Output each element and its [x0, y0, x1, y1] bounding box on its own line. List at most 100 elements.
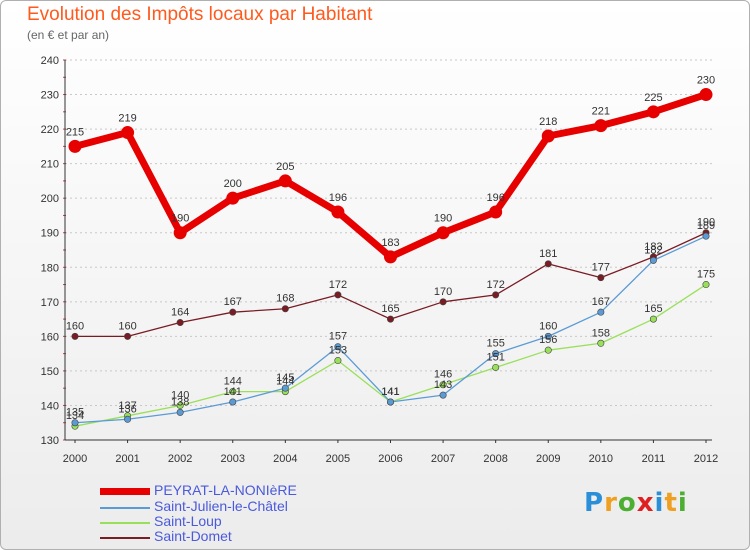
x-tick-label: 2001	[115, 453, 139, 465]
data-point	[176, 408, 184, 416]
y-tick-label: 240	[41, 55, 59, 67]
data-point	[439, 391, 447, 399]
data-point	[331, 205, 345, 219]
grid-lines	[65, 59, 712, 441]
data-label: 172	[486, 279, 504, 291]
data-label: 170	[434, 286, 452, 298]
data-point	[544, 260, 552, 268]
data-point	[71, 419, 79, 427]
logo-letter: r	[604, 488, 618, 518]
x-tick-label: 2010	[589, 453, 613, 465]
data-point	[281, 384, 289, 392]
logo-letter: P	[584, 488, 605, 518]
data-point	[334, 343, 342, 351]
logo-letter: x	[636, 488, 655, 518]
data-label: 160	[66, 320, 84, 332]
data-label: 144	[224, 376, 242, 388]
data-point	[544, 346, 552, 354]
x-tick-label: 2012	[694, 453, 718, 465]
data-label: 144	[276, 376, 294, 388]
y-tick-label: 160	[41, 331, 59, 343]
data-label: 190	[171, 213, 189, 225]
data-label: 136	[118, 403, 136, 415]
data-point	[436, 226, 450, 240]
data-point	[334, 357, 342, 365]
data-point	[646, 105, 660, 119]
data-label: 167	[592, 296, 610, 308]
data-label: 165	[644, 303, 662, 315]
data-label: 196	[486, 192, 504, 204]
data-point	[229, 388, 237, 396]
data-point	[124, 415, 132, 423]
data-label: 175	[697, 269, 715, 281]
legend-label: Saint-Domet	[154, 528, 232, 544]
chart-subtitle: (en € et par an)	[27, 28, 110, 42]
x-tick-label: 2002	[168, 453, 192, 465]
data-point	[649, 256, 657, 264]
data-label: 156	[539, 334, 557, 346]
data-label: 172	[329, 279, 347, 291]
data-label: 230	[697, 75, 715, 87]
data-point	[68, 139, 82, 153]
data-label: 138	[171, 396, 189, 408]
logo-letter: i	[654, 488, 665, 518]
x-tick-label: 2009	[536, 453, 560, 465]
legend-swatch	[100, 537, 150, 539]
data-label: 155	[486, 338, 504, 350]
y-tick-label: 140	[41, 400, 59, 412]
data-point	[229, 308, 237, 316]
legend-swatch	[100, 507, 150, 509]
data-point	[384, 250, 397, 264]
legend-label: PEYRAT-LA-NONIèRE	[154, 482, 297, 498]
data-point	[597, 308, 605, 316]
data-point	[597, 274, 605, 282]
data-label: 177	[592, 262, 610, 274]
data-label: 135	[66, 407, 84, 419]
data-point	[439, 298, 447, 306]
y-tick-label: 180	[41, 262, 59, 274]
data-point	[386, 398, 394, 406]
data-point	[71, 332, 79, 340]
logo-letter: o	[617, 488, 637, 518]
y-tick-labels: 130 140 150 160 170 180 190 200 210 220 230 240	[41, 55, 59, 447]
data-point	[173, 226, 187, 240]
legend-label: Saint-Loup	[154, 513, 222, 529]
proxiti-logo: Proxiti	[584, 488, 688, 518]
data-label: 189	[697, 220, 715, 232]
x-tick-labels: 2000 2001 2002 2003 2004 2005 2006 2007 2008 2009…	[63, 453, 718, 465]
data-point	[594, 119, 608, 133]
data-point	[121, 126, 135, 140]
data-label: 225	[644, 92, 662, 104]
data-point	[597, 339, 605, 347]
x-tick-label: 2008	[483, 453, 507, 465]
data-point	[124, 332, 132, 340]
data-label: 183	[381, 237, 399, 249]
y-tick-label: 170	[41, 297, 59, 309]
data-label: 137	[118, 400, 136, 412]
data-label: 200	[224, 178, 242, 190]
data-points	[68, 88, 713, 430]
data-point	[702, 281, 710, 289]
data-label: 196	[329, 192, 347, 204]
x-tick-label: 2004	[273, 453, 297, 465]
chart-title: Evolution des Impôts locaux par Habitant	[27, 4, 373, 25]
x-tick-label: 2003	[221, 453, 245, 465]
data-label: 143	[434, 379, 452, 391]
data-label: 141	[224, 386, 242, 398]
data-point	[702, 232, 710, 240]
data-label: 215	[66, 126, 84, 138]
y-tick-label: 220	[41, 124, 59, 136]
data-point	[541, 129, 555, 143]
y-tick-label: 150	[41, 366, 59, 378]
data-label: 167	[224, 296, 242, 308]
data-label: 218	[539, 116, 557, 128]
data-point	[699, 88, 713, 102]
data-label: 205	[276, 161, 294, 173]
data-point	[492, 291, 500, 299]
data-label: 182	[644, 244, 662, 256]
data-label: 221	[592, 106, 610, 118]
data-point	[281, 305, 289, 313]
y-tick-label: 200	[41, 193, 59, 205]
data-label: 140	[171, 389, 189, 401]
